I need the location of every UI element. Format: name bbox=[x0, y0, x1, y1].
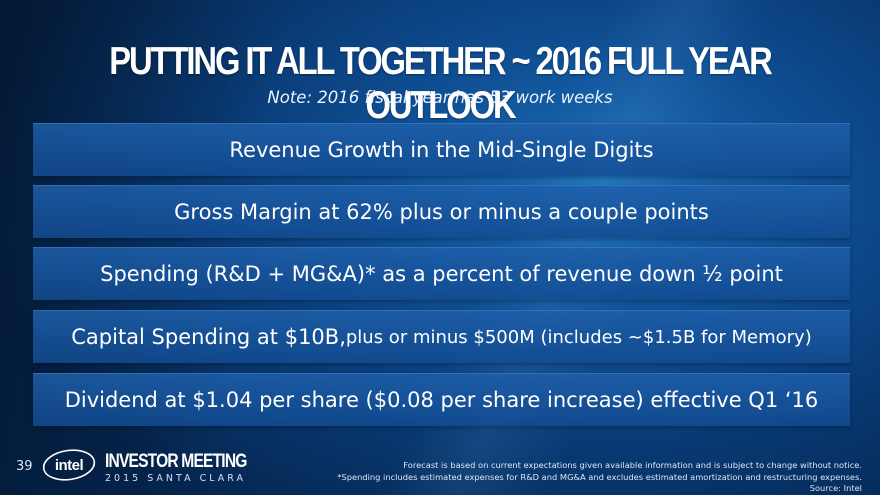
page-number: 39 bbox=[16, 459, 33, 474]
outlook-item-revenue: Revenue Growth in the Mid-Single Digits bbox=[33, 123, 850, 176]
slide-subtitle: Note: 2016 fiscal year has 53 work weeks bbox=[267, 88, 613, 107]
outlook-item-dividend: Dividend at $1.04 per share ($0.08 per s… bbox=[33, 373, 850, 426]
intel-logo: intel bbox=[42, 448, 96, 482]
outlook-item-text: Gross Margin at 62% plus or minus a coup… bbox=[174, 200, 709, 224]
outlook-item-text: Capital Spending at $10B, bbox=[71, 325, 346, 349]
event-title: INVESTOR MEETING bbox=[105, 451, 247, 472]
logo-text: intel bbox=[55, 457, 84, 474]
outlook-item-gross-margin: Gross Margin at 62% plus or minus a coup… bbox=[33, 185, 850, 238]
outlook-item-text: Spending (R&D + MG&A)* as a percent of r… bbox=[100, 262, 783, 286]
slide-title: PUTTING IT ALL TOGETHER ~ 2016 FULL YEAR… bbox=[109, 40, 773, 127]
footnote-spending: *Spending includes estimated expenses fo… bbox=[337, 471, 862, 482]
outlook-item-text: Dividend at $1.04 per share ($0.08 per s… bbox=[64, 388, 819, 412]
outlook-item-capital-spending: Capital Spending at $10B, plus or minus … bbox=[33, 310, 850, 363]
event-subtitle: 2015 SANTA CLARA bbox=[105, 473, 246, 484]
footnotes: Forecast is based on current expectation… bbox=[337, 460, 862, 495]
outlook-item-spending: Spending (R&D + MG&A)* as a percent of r… bbox=[33, 247, 850, 300]
footnote-source: Source: Intel bbox=[809, 483, 862, 493]
outlook-item-text: Revenue Growth in the Mid-Single Digits bbox=[229, 138, 654, 162]
footnote-forecast: Forecast is based on current expectation… bbox=[403, 460, 862, 470]
event-branding: INVESTOR MEETING 2015 SANTA CLARA bbox=[105, 452, 278, 485]
outlook-item-detail: plus or minus $500M (includes ~$1.5B for… bbox=[345, 326, 812, 348]
